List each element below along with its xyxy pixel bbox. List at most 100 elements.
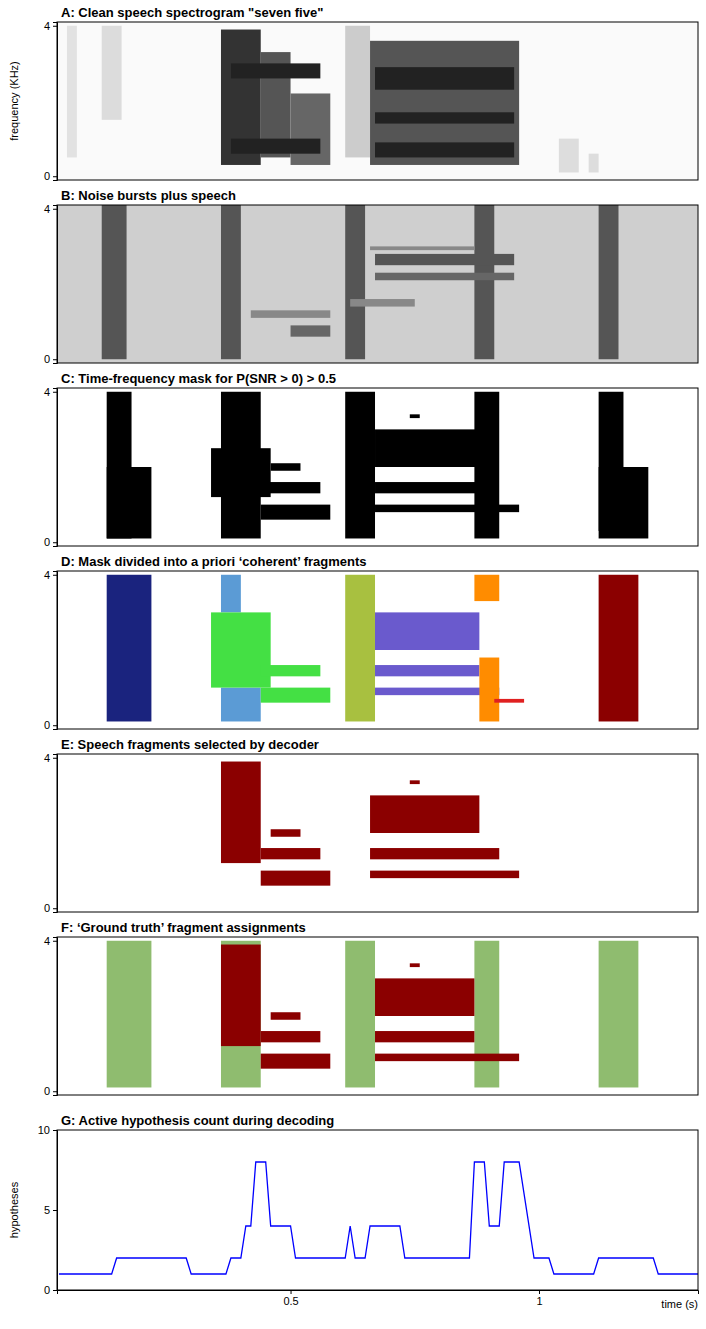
cell <box>599 575 639 722</box>
x-axis: 0.51 <box>58 1290 699 1307</box>
cell <box>345 575 375 722</box>
cell <box>375 429 479 467</box>
axis-line <box>53 23 58 181</box>
axis-line <box>53 206 58 364</box>
cell <box>375 254 514 265</box>
tick: 0 <box>44 536 57 548</box>
panel: 04B: Noise bursts plus speech <box>44 188 698 365</box>
plot-background <box>57 754 698 912</box>
plot-frame <box>57 1130 698 1290</box>
cell <box>474 941 499 1088</box>
tick-mark <box>53 1210 57 1211</box>
tick-label: 10 <box>38 1124 50 1136</box>
cell <box>221 688 261 722</box>
y-axis: 04 <box>44 203 58 365</box>
tick-mark <box>53 176 57 177</box>
cell <box>474 575 499 601</box>
tick: 4 <box>44 20 57 32</box>
tick-mark <box>53 941 57 942</box>
tick-label: 0 <box>44 536 50 548</box>
tick-mark <box>53 392 57 393</box>
cell <box>261 665 321 676</box>
panel-title: A: Clean speech spectrogram "seven five" <box>61 5 323 20</box>
cell <box>410 963 420 967</box>
tick-label: 1 <box>536 1295 542 1307</box>
cell <box>479 658 499 722</box>
axis-title: hypotheses <box>8 1181 20 1238</box>
plot-frame <box>57 22 698 180</box>
cell <box>494 699 524 703</box>
panel: 04E: Speech fragments selected by decode… <box>44 737 698 914</box>
cell <box>474 392 499 539</box>
tick-label: 0.5 <box>283 1295 298 1307</box>
tick: 0.5 <box>283 1290 298 1307</box>
tick-mark <box>53 1091 57 1092</box>
plot-frame <box>57 571 698 729</box>
cell <box>345 205 365 359</box>
plot-background <box>57 1130 698 1290</box>
panel-title: F: ‘Ground truth’ fragment assignments <box>61 920 306 935</box>
tick-label: 4 <box>44 935 50 947</box>
cell <box>221 205 241 359</box>
tick-mark <box>53 1130 57 1131</box>
cell <box>107 575 152 722</box>
tick-mark <box>291 1290 292 1294</box>
marks <box>102 205 619 359</box>
panel-title: D: Mask divided into a priori ‘coherent’… <box>61 554 367 569</box>
cell <box>261 688 331 703</box>
cell <box>599 467 649 538</box>
plot-background <box>57 22 698 180</box>
cell <box>599 205 619 359</box>
cell <box>271 829 301 837</box>
plot-frame <box>57 754 698 912</box>
tick-mark <box>539 1290 540 1294</box>
tick-mark <box>53 908 57 909</box>
cell <box>291 325 331 336</box>
line <box>59 1162 698 1274</box>
cell <box>221 575 241 613</box>
cell <box>261 1054 331 1069</box>
tick-label: 0 <box>44 1085 50 1097</box>
plot-frame <box>57 388 698 546</box>
tick-mark <box>53 359 57 360</box>
tick-mark <box>53 758 57 759</box>
y-axis: 04 <box>44 569 58 731</box>
tick-label: 0 <box>44 902 50 914</box>
tick-label: 4 <box>44 569 50 581</box>
axis-title: time (s) <box>661 1298 698 1310</box>
plot-background <box>57 571 698 729</box>
cell <box>251 310 331 318</box>
cell <box>221 762 261 864</box>
marks <box>221 762 519 886</box>
tick-mark <box>53 725 57 726</box>
tick-mark <box>53 209 57 210</box>
cell <box>370 795 479 833</box>
tick: 4 <box>44 386 57 398</box>
panel: 0 4 C: Time-frequency mask for P(SNR > 0) … <box>44 371 698 548</box>
cell <box>599 941 639 1088</box>
cell <box>345 26 370 158</box>
cell <box>261 848 321 859</box>
cell <box>375 67 514 90</box>
panel-title: C: Time-frequency mask for P(SNR > 0) > … <box>61 371 336 386</box>
tick-label: 4 <box>44 752 50 764</box>
cell <box>474 205 494 359</box>
plot-background <box>57 937 698 1095</box>
axis-line <box>53 1131 58 1291</box>
cell <box>261 505 331 520</box>
cell <box>221 945 261 1047</box>
tick: 4 <box>44 935 57 947</box>
panel-title: B: Noise bursts plus speech <box>61 188 236 203</box>
tick: 10 <box>38 1124 57 1136</box>
tick: 0 <box>44 1284 57 1296</box>
cell <box>231 63 320 78</box>
cell <box>589 154 599 173</box>
cell <box>375 482 479 493</box>
y-axis: 04 <box>44 20 58 182</box>
cell <box>370 41 519 165</box>
cell <box>375 142 514 157</box>
tick-label: 0 <box>44 170 50 182</box>
cell <box>370 246 474 250</box>
tick: 4 <box>44 203 57 215</box>
cell <box>350 299 415 307</box>
